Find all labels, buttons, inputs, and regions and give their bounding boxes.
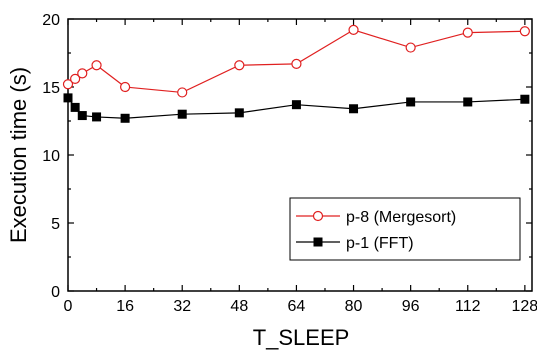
- data-point: [63, 93, 73, 103]
- data-point: [519, 26, 530, 37]
- x-tick-label: 80: [345, 298, 363, 315]
- x-tick-label: 0: [64, 298, 73, 315]
- data-point: [177, 109, 187, 119]
- data-point: [463, 97, 473, 107]
- x-tick-label: 112: [455, 298, 481, 315]
- data-point: [62, 79, 74, 90]
- y-axis-title: Execution time (s): [6, 67, 31, 243]
- data-point: [70, 73, 81, 84]
- series-group: [62, 24, 530, 123]
- x-tick-label: 16: [116, 298, 134, 315]
- data-point: [234, 108, 244, 118]
- data-point: [291, 58, 302, 69]
- data-point: [77, 111, 87, 121]
- data-point: [349, 104, 359, 114]
- data-point: [120, 81, 131, 93]
- data-point: [520, 94, 530, 104]
- data-point: [91, 60, 102, 71]
- data-point: [234, 60, 245, 71]
- data-point: [405, 42, 416, 53]
- data-point: [177, 87, 188, 98]
- data-point: [92, 112, 102, 122]
- series-2: [63, 93, 530, 123]
- legend-box: [289, 197, 521, 261]
- x-tick-label: 64: [288, 298, 306, 315]
- y-tick-label: 15: [42, 80, 60, 97]
- data-point: [462, 27, 473, 38]
- legend-marker: [313, 237, 323, 247]
- x-tick-label: 48: [230, 298, 248, 315]
- data-point: [291, 100, 301, 110]
- x-tick-label: 128: [512, 298, 537, 315]
- legend-marker: [312, 210, 324, 222]
- data-point: [406, 97, 416, 107]
- data-point: [120, 113, 130, 123]
- x-axis-title: T_SLEEP: [253, 325, 350, 350]
- x-tick-label: 96: [402, 298, 420, 315]
- legend-entry: p-8 (Mergesort): [296, 209, 456, 226]
- axes: 0 16 32 48 64 80 96 112 128 0 5 10 15 20: [42, 12, 537, 315]
- legend: p-8 (Mergesort) p-1 (FFT): [289, 197, 521, 261]
- legend-entry: p-1 (FFT): [296, 235, 414, 252]
- y-tick-label: 0: [51, 284, 60, 301]
- x-tick-label: 32: [173, 298, 191, 315]
- data-point: [70, 102, 80, 112]
- legend-label: p-1 (FFT): [346, 235, 414, 252]
- y-tick-label: 10: [42, 148, 60, 165]
- y-tick-label: 20: [42, 12, 60, 29]
- y-tick-label: 5: [51, 216, 60, 233]
- data-point: [348, 24, 359, 35]
- legend-label: p-8 (Mergesort): [346, 209, 456, 226]
- series-1: [62, 24, 530, 98]
- data-point: [77, 68, 88, 79]
